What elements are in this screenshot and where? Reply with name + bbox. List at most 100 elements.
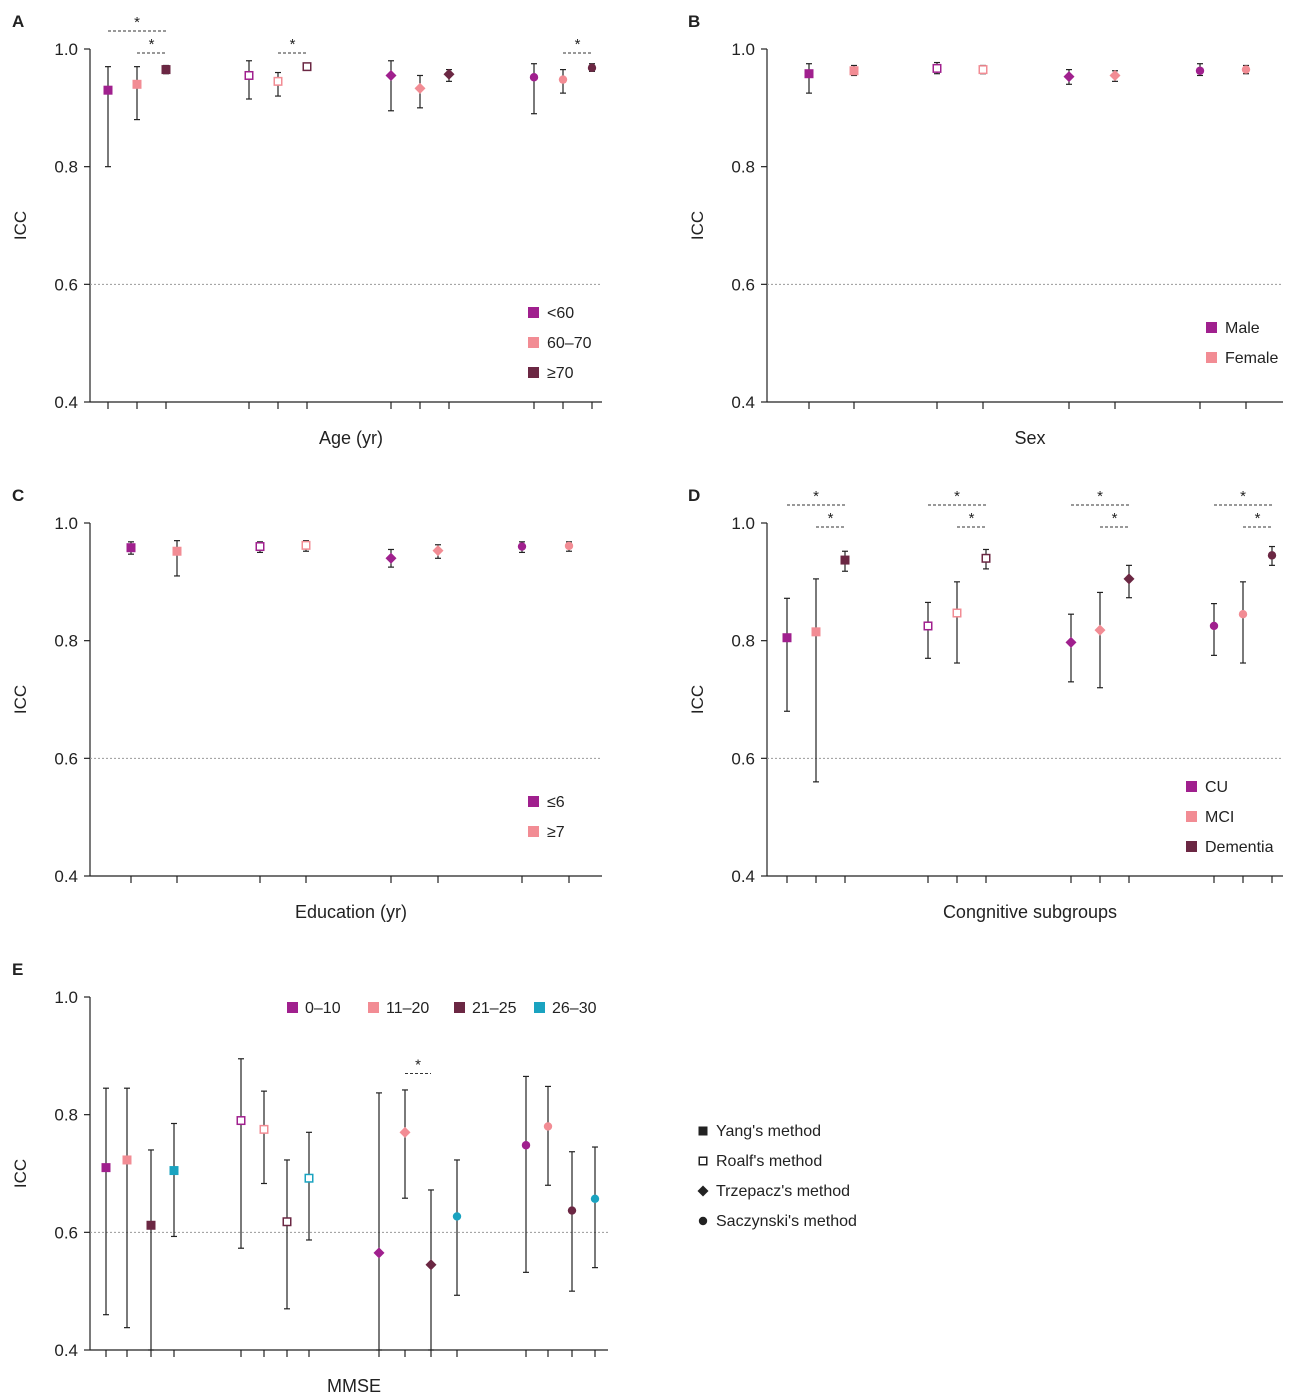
method-legend-marker bbox=[698, 1126, 708, 1136]
legend-swatch bbox=[534, 1002, 545, 1013]
significance-bracket: * bbox=[108, 14, 166, 32]
legend-swatch bbox=[528, 826, 539, 837]
data-point bbox=[161, 64, 171, 75]
point-marker bbox=[590, 1194, 600, 1203]
significance-bracket: * bbox=[137, 36, 166, 54]
data-point bbox=[301, 540, 311, 552]
data-point bbox=[1241, 64, 1251, 75]
y-tick-label: 0.6 bbox=[731, 749, 755, 768]
data-point bbox=[172, 540, 182, 577]
legend-swatch bbox=[1186, 811, 1197, 822]
point-marker bbox=[146, 1220, 156, 1230]
y-tick-label: 0.4 bbox=[54, 393, 78, 412]
data-point bbox=[385, 60, 397, 112]
point-marker bbox=[840, 555, 850, 565]
data-point bbox=[564, 541, 574, 552]
significance-star: * bbox=[575, 36, 581, 53]
y-tick-label: 0.8 bbox=[731, 158, 755, 177]
data-point bbox=[840, 550, 850, 572]
point-marker bbox=[1267, 551, 1277, 560]
point-marker bbox=[529, 73, 539, 82]
data-point bbox=[811, 578, 821, 783]
legend-swatch bbox=[528, 796, 539, 807]
group-legend: 0–10 11–20 21–25 26–30 bbox=[287, 1000, 597, 1017]
method-legend-label: Saczynski's method bbox=[716, 1213, 857, 1230]
legend-label: 21–25 bbox=[472, 1000, 517, 1017]
panel-letter: B bbox=[688, 12, 700, 31]
point-marker bbox=[1123, 573, 1135, 585]
legend-swatch bbox=[528, 337, 539, 348]
data-point bbox=[1065, 613, 1077, 683]
panel-a: A 0.4 0.6 0.8 1.0 ICC Age (yr) * * * * <60 60–70 ≥70 bbox=[11, 12, 602, 448]
data-point bbox=[126, 541, 136, 555]
data-point bbox=[146, 1149, 156, 1351]
data-point bbox=[521, 1075, 531, 1273]
x-axis-label: Age (yr) bbox=[319, 428, 383, 448]
point-marker bbox=[782, 633, 792, 643]
y-axis-label: ICC bbox=[11, 685, 30, 714]
point-marker bbox=[1065, 636, 1077, 648]
legend-label: 11–20 bbox=[386, 1000, 429, 1017]
significance-bracket: * bbox=[563, 36, 592, 54]
point-marker bbox=[101, 1163, 111, 1173]
legend-swatch bbox=[287, 1002, 298, 1013]
data-point bbox=[273, 71, 283, 97]
point-marker bbox=[587, 63, 597, 73]
point-marker bbox=[301, 540, 311, 550]
point-marker bbox=[273, 76, 283, 86]
legend-label: ≥7 bbox=[547, 824, 565, 841]
point-marker bbox=[122, 1155, 132, 1165]
legend-label: 60–70 bbox=[547, 335, 592, 352]
point-marker bbox=[302, 62, 312, 72]
y-tick-label: 0.6 bbox=[54, 275, 78, 294]
data-point bbox=[132, 66, 142, 121]
data-point bbox=[1238, 581, 1248, 664]
legend-label: ≤6 bbox=[547, 794, 565, 811]
point-marker bbox=[1209, 621, 1219, 631]
point-marker bbox=[1109, 69, 1121, 81]
significance-star: * bbox=[1255, 510, 1261, 527]
data-point bbox=[923, 601, 933, 659]
point-marker bbox=[126, 543, 136, 553]
data-point bbox=[978, 64, 988, 75]
panel-letter: D bbox=[688, 486, 700, 505]
data-point bbox=[981, 548, 991, 570]
data-point bbox=[122, 1087, 132, 1329]
y-tick-label: 0.8 bbox=[54, 632, 78, 651]
y-tick-label: 0.4 bbox=[731, 393, 755, 412]
data-point bbox=[236, 1058, 246, 1249]
point-marker bbox=[373, 1247, 385, 1259]
point-marker bbox=[443, 68, 455, 80]
point-marker bbox=[1195, 66, 1205, 75]
data-point bbox=[804, 63, 814, 94]
data-point bbox=[529, 63, 539, 115]
data-point bbox=[932, 61, 942, 75]
y-tick-label: 0.4 bbox=[54, 1341, 78, 1360]
data-point bbox=[1063, 68, 1075, 85]
y-tick-label: 0.8 bbox=[54, 1106, 78, 1125]
significance-bracket: * bbox=[1071, 488, 1129, 506]
point-marker bbox=[932, 63, 942, 73]
y-tick-label: 0.6 bbox=[731, 275, 755, 294]
x-axis-label: Congnitive subgroups bbox=[943, 902, 1117, 922]
significance-bracket: * bbox=[1214, 488, 1272, 506]
point-marker bbox=[399, 1126, 411, 1138]
significance-bracket: * bbox=[405, 1056, 431, 1074]
data-point bbox=[1123, 564, 1135, 599]
legend-label: Male bbox=[1225, 320, 1260, 337]
legend-label: <60 bbox=[547, 305, 574, 322]
data-point bbox=[255, 541, 265, 554]
point-marker bbox=[981, 553, 991, 563]
x-axis-label: Sex bbox=[1014, 428, 1045, 448]
legend-swatch bbox=[528, 307, 539, 318]
panel-d: D 0.4 0.6 0.8 1.0 ICC Congnitive subgroups * * * *… bbox=[688, 486, 1283, 922]
y-tick-label: 0.4 bbox=[731, 867, 755, 886]
data-point bbox=[782, 597, 792, 712]
point-marker bbox=[849, 66, 859, 76]
legend-label: ≥70 bbox=[547, 365, 574, 382]
point-marker bbox=[425, 1259, 437, 1271]
data-point bbox=[101, 1087, 111, 1316]
significance-star: * bbox=[290, 36, 296, 53]
y-tick-label: 0.8 bbox=[731, 632, 755, 651]
